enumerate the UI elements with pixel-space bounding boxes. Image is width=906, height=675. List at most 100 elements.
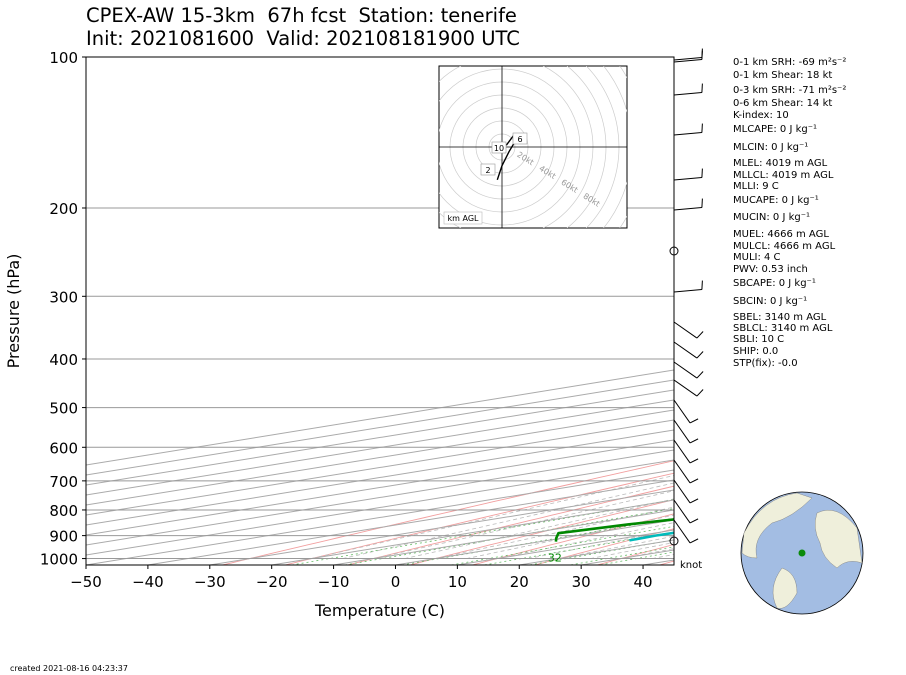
wind-barb: [673, 321, 704, 339]
dry-adiabat: [407, 499, 674, 565]
isotherm: [86, 409, 674, 506]
wind-barb: [673, 499, 699, 524]
hodograph-height-box: [480, 163, 496, 176]
stability-index-line: SHIP: 0.0: [733, 346, 779, 357]
y-tick-label: 100: [49, 49, 78, 67]
moist-adiabat: [528, 529, 674, 559]
stability-index-line: SBLCL: 3140 m AGL: [733, 323, 833, 334]
station-location-marker: [798, 549, 806, 557]
stability-index-line: STP(fix): -0.0: [733, 358, 798, 369]
wind-barb-staff: [673, 289, 702, 293]
stability-index-line: 0-6 km Shear: 14 kt: [733, 98, 833, 109]
wind-barb: [673, 50, 703, 63]
mixing-ratio-line: [342, 508, 674, 565]
y-tick-label: 700: [49, 473, 78, 491]
wind-barb-calm: [669, 536, 679, 546]
y-tick-label: 500: [49, 400, 78, 418]
wind-unit-label: knot: [680, 560, 703, 571]
wind-barb-staff: [673, 132, 702, 136]
stability-index-line: MLLI: 9 C: [733, 181, 779, 192]
wind-barb: [673, 48, 703, 61]
moist-adiabat: [342, 482, 674, 559]
y-tick-label: 200: [49, 200, 78, 218]
wind-barb-feather: [696, 351, 704, 359]
stability-index-line: MLCAPE: 0 J kg⁻¹: [733, 124, 818, 135]
isotherm: [86, 389, 674, 486]
wind-barb-feather: [689, 538, 699, 544]
x-tick-label: 20: [510, 573, 529, 591]
wind-barb-feather: [689, 418, 699, 424]
wind-barb-feather: [689, 478, 699, 484]
dry-adiabat: [470, 513, 674, 565]
dry-adiabat: [833, 57, 906, 569]
stability-index-line: 0-1 km SRH: -69 m²s⁻²: [733, 57, 847, 68]
wind-barb: [673, 83, 703, 96]
y-tick-label: 600: [49, 439, 78, 457]
isotherm: [86, 469, 674, 565]
stability-index-line: SBCIN: 0 J kg⁻¹: [733, 296, 808, 307]
stability-index-line: SBEL: 3140 m AGL: [733, 312, 827, 323]
wind-barb-staff: [673, 459, 691, 484]
stability-index-line: MUCAPE: 0 J kg⁻¹: [733, 195, 819, 206]
x-tick-label: 10: [448, 573, 467, 591]
wind-barb-staff: [673, 177, 702, 181]
wind-barb-staff: [673, 419, 691, 444]
isotherm: [86, 399, 674, 496]
stability-index-line: MUCIN: 0 J kg⁻¹: [733, 212, 811, 223]
hodograph-height-box: [491, 141, 507, 154]
wind-barb-feather: [696, 389, 704, 397]
wind-barb-staff: [673, 92, 702, 96]
stability-index-line: MUEL: 4666 m AGL: [733, 229, 829, 240]
wind-barb: [673, 280, 703, 293]
wind-barb-staff: [673, 57, 702, 61]
hodograph-legend: km AGL: [448, 214, 480, 223]
moist-adiabat: [435, 506, 674, 559]
chart-title-line-2: Init: 2021081600 Valid: 202108181900 UTC: [86, 27, 520, 50]
x-tick-label: −30: [194, 573, 226, 591]
globe-north-america: [741, 492, 813, 559]
dry-adiabat: [895, 57, 906, 569]
hodograph-height-label: 2: [485, 166, 490, 175]
wind-barb-staff: [673, 399, 691, 424]
wind-barb-calm: [669, 246, 679, 256]
hodograph-legend-box: [443, 211, 483, 225]
mixing-ratio-line: [289, 499, 674, 565]
globe-south-america: [772, 567, 798, 609]
wind-barb-staff: [673, 519, 691, 544]
created-timestamp: created 2021-08-16 04:23:37: [10, 664, 128, 673]
y-tick-label: 400: [49, 351, 78, 369]
globe-africa-europe: [814, 509, 863, 569]
stability-index-line: MLCIN: 0 J kg⁻¹: [733, 142, 809, 153]
isotherm: [147, 479, 674, 565]
wind-barb-staff: [673, 59, 702, 63]
wind-barb-feather: [689, 518, 699, 524]
wind-barb: [673, 379, 704, 397]
wind-barb-staff: [673, 341, 698, 359]
wind-barb-staff: [673, 361, 698, 379]
wind-barb-staff: [673, 499, 691, 524]
wind-barb-staff: [673, 379, 698, 397]
moist-adiabat: [497, 522, 674, 559]
stability-index-line: SBCAPE: 0 J kg⁻¹: [733, 278, 816, 289]
stability-index-line: MULCL: 4666 m AGL: [733, 241, 836, 252]
wind-barb-feather: [689, 498, 699, 504]
stability-index-line: MLEL: 4019 m AGL: [733, 158, 828, 169]
chart-title-line-1: CPEX-AW 15-3km 67h fcst Station: tenerif…: [86, 4, 517, 27]
x-tick-label: 0: [391, 573, 401, 591]
isotherm: [86, 439, 674, 536]
x-tick-label: −50: [70, 573, 102, 591]
stability-index-line: MULI: 4 C: [733, 252, 781, 263]
x-tick-label: 40: [634, 573, 653, 591]
plot-frame: [85, 56, 675, 566]
wind-barb-feather: [689, 458, 699, 464]
isotherm: [86, 419, 674, 516]
wind-barb: [673, 123, 703, 136]
wind-barb: [673, 479, 699, 504]
wind-barb: [673, 399, 699, 424]
wind-barb: [673, 519, 699, 544]
stability-index-line: MLLCL: 4019 m AGL: [733, 170, 834, 181]
wind-barb-feather: [689, 438, 699, 444]
y-tick-label: 900: [49, 528, 78, 546]
wind-barb: [673, 198, 703, 211]
